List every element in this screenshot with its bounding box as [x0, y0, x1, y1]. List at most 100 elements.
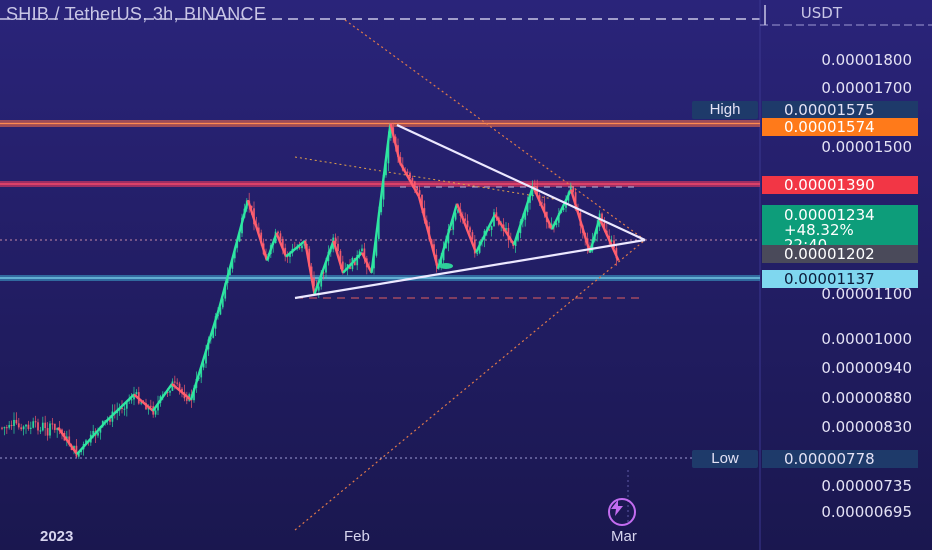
candle-body: [490, 226, 493, 230]
candle-body: [471, 232, 474, 240]
candle-body: [449, 229, 452, 231]
candle-body: [529, 196, 531, 203]
projection-line-lower: [294, 239, 646, 531]
zigzag-down-segment: [171, 383, 192, 401]
candle-body: [277, 231, 279, 234]
zigzag-up-segment: [512, 185, 535, 246]
candle-body: [387, 138, 390, 164]
candle-body: [3, 427, 6, 429]
resistance-price-tag: 0.00001574: [762, 118, 918, 136]
candle-body: [257, 227, 260, 233]
candle-body: [219, 307, 222, 315]
y-tick-label: 0.00000735: [821, 477, 912, 495]
candle-body: [440, 260, 443, 265]
candle-body: [543, 203, 546, 212]
candle-body: [469, 227, 471, 233]
zigzag-up-segment: [104, 393, 135, 423]
candle-body: [171, 381, 174, 391]
candle-body: [29, 427, 32, 429]
candle-body: [130, 399, 133, 401]
candle-body: [517, 233, 519, 241]
candle-body: [416, 187, 419, 191]
candle-body: [224, 283, 227, 299]
zigzag-up-segment: [342, 251, 363, 274]
zigzag-up-segment: [76, 421, 107, 455]
zigzag-down-segment: [360, 252, 373, 274]
zigzag-up-segment: [588, 217, 601, 253]
candle-body: [418, 190, 421, 195]
high-price-tag: 0.00001575: [762, 101, 918, 119]
zigzag-down-segment: [598, 217, 620, 262]
y-tick-label: 0.00001100: [821, 285, 912, 303]
candle-body: [140, 402, 143, 404]
candle-body: [176, 382, 179, 384]
candle-body: [125, 400, 128, 409]
y-tick-label: 0.00000880: [821, 389, 912, 407]
candle-body: [375, 238, 378, 256]
candle-body: [389, 127, 392, 139]
candle-body: [133, 393, 135, 400]
candle-body: [320, 272, 323, 287]
candle-body: [603, 221, 606, 231]
zigzag-up-segment: [370, 123, 392, 273]
candle-body: [13, 419, 15, 426]
candle-body: [221, 298, 224, 308]
candle-body: [562, 207, 565, 211]
candle-body: [27, 424, 30, 429]
zigzag-up-segment: [189, 306, 221, 401]
candle-body: [97, 432, 99, 436]
lightning-icon[interactable]: [608, 498, 636, 526]
zigzag-down-segment: [133, 393, 154, 412]
candle-body: [41, 422, 44, 431]
zigzag-up-segment: [285, 239, 306, 258]
candle-body: [406, 171, 409, 173]
zigzag-down-segment: [417, 196, 440, 269]
zigzag-down-segment: [246, 199, 269, 261]
candle-body: [298, 247, 301, 249]
y-tick-label: 0.00001500: [821, 138, 912, 156]
zigzag-up-segment: [550, 189, 573, 230]
candle-body: [442, 248, 445, 261]
candle-body: [409, 172, 411, 178]
candle-body: [341, 261, 344, 270]
candle-body: [356, 254, 359, 266]
candle-body: [541, 202, 543, 204]
candle-body: [377, 212, 380, 239]
zigzag-up-segment: [474, 214, 497, 254]
candle-body: [601, 213, 603, 222]
x-tick-label: Mar: [611, 528, 637, 545]
pivot-marker: [439, 263, 453, 269]
y-tick-label: 0.00001000: [821, 330, 912, 348]
candle-body: [334, 237, 337, 244]
candle-body: [32, 421, 35, 428]
candle-body: [361, 248, 363, 252]
candle-body: [317, 286, 320, 291]
candle-body: [200, 367, 203, 378]
candle-body: [37, 422, 39, 431]
candle-body: [421, 194, 423, 209]
candle-body: [173, 381, 176, 383]
price-change: +48.32%: [784, 221, 854, 239]
candle-body: [10, 425, 13, 427]
candle-body: [185, 398, 188, 401]
level-price-tag: 0.00001390: [762, 176, 918, 194]
projection-line-upper: [344, 19, 646, 241]
candle-body: [68, 436, 71, 445]
candle-body: [281, 238, 284, 248]
candle-body: [524, 212, 527, 220]
y-tick-label: 0.00001800: [821, 51, 912, 69]
triangle-lower-line: [294, 238, 646, 300]
candle-body: [44, 422, 47, 429]
candle-body: [289, 252, 291, 257]
candle-body: [260, 232, 263, 244]
candle-body: [178, 383, 181, 389]
zigzag-up-segment: [436, 203, 459, 270]
support-price-tag: 0.00001137: [762, 270, 918, 288]
high-label: High: [692, 101, 758, 119]
candle-body: [73, 445, 75, 450]
candle-body: [313, 277, 315, 287]
candle-body: [610, 240, 613, 242]
zigzag-up-segment: [265, 232, 278, 261]
low-label: Low: [692, 450, 758, 468]
